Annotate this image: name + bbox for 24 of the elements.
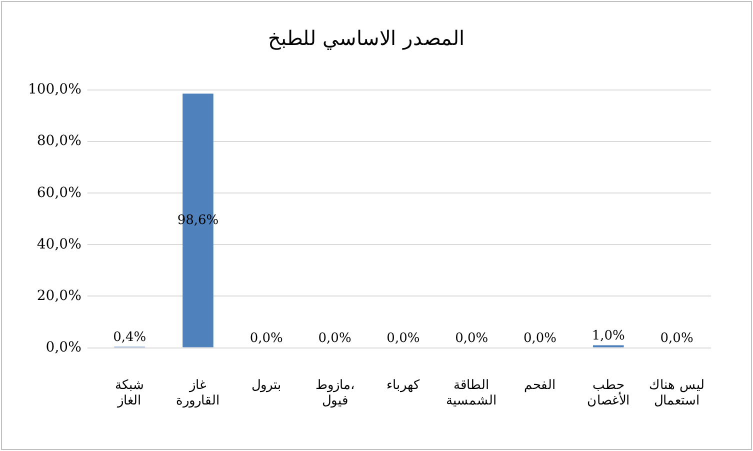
- data-label: 0,0%: [455, 331, 488, 346]
- data-label: 0,0%: [386, 331, 420, 346]
- y-tick-label: 80,0%: [36, 133, 82, 150]
- y-tick-label: 60,0%: [36, 184, 82, 201]
- x-tick-label: الفحم: [524, 378, 556, 393]
- x-tick-label: كهرباء: [386, 378, 421, 393]
- data-label: 0,0%: [523, 331, 557, 346]
- data-label: 0,0%: [250, 331, 283, 346]
- x-tick-label: شبكة الغاز: [115, 378, 144, 409]
- x-tick-label: غاز القارورة: [176, 378, 220, 409]
- x-tick-label: ليس هناك استعمال: [649, 378, 704, 409]
- x-tick-label: حطب الأغصان: [586, 378, 630, 409]
- y-tick-label: 20,0%: [36, 288, 82, 304]
- y-tick-label: 40,0%: [36, 236, 82, 252]
- y-tick-label: 0,0%: [46, 339, 82, 356]
- x-tick-label: بترول: [251, 378, 282, 393]
- chart-title: المصدر الاساسي للطبخ: [268, 26, 465, 50]
- y-tick-label: 100,0%: [28, 82, 82, 98]
- data-label: 0,4%: [113, 330, 146, 346]
- x-tick-label: مازوط، فيول: [315, 378, 354, 409]
- data-label: 0,0%: [318, 331, 352, 346]
- data-label: 0,0%: [660, 331, 694, 346]
- x-tick-label: الطاقة الشمسية: [446, 378, 498, 409]
- data-label: 1,0%: [592, 328, 625, 344]
